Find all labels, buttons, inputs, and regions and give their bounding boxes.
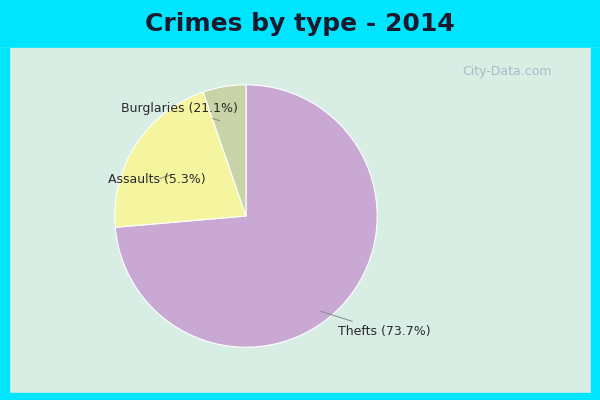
Wedge shape xyxy=(203,85,246,216)
Text: Assaults (5.3%): Assaults (5.3%) xyxy=(108,173,206,186)
Text: Thefts (73.7%): Thefts (73.7%) xyxy=(321,311,430,338)
Wedge shape xyxy=(115,85,377,347)
Text: City-Data.com: City-Data.com xyxy=(463,66,552,78)
Bar xyxy=(0,48,9,400)
Bar xyxy=(0,393,600,400)
Bar xyxy=(0,48,600,400)
Bar xyxy=(0,0,600,48)
Bar xyxy=(591,48,600,400)
Text: Crimes by type - 2014: Crimes by type - 2014 xyxy=(145,12,455,36)
Wedge shape xyxy=(115,92,246,227)
Text: Burglaries (21.1%): Burglaries (21.1%) xyxy=(121,102,238,121)
